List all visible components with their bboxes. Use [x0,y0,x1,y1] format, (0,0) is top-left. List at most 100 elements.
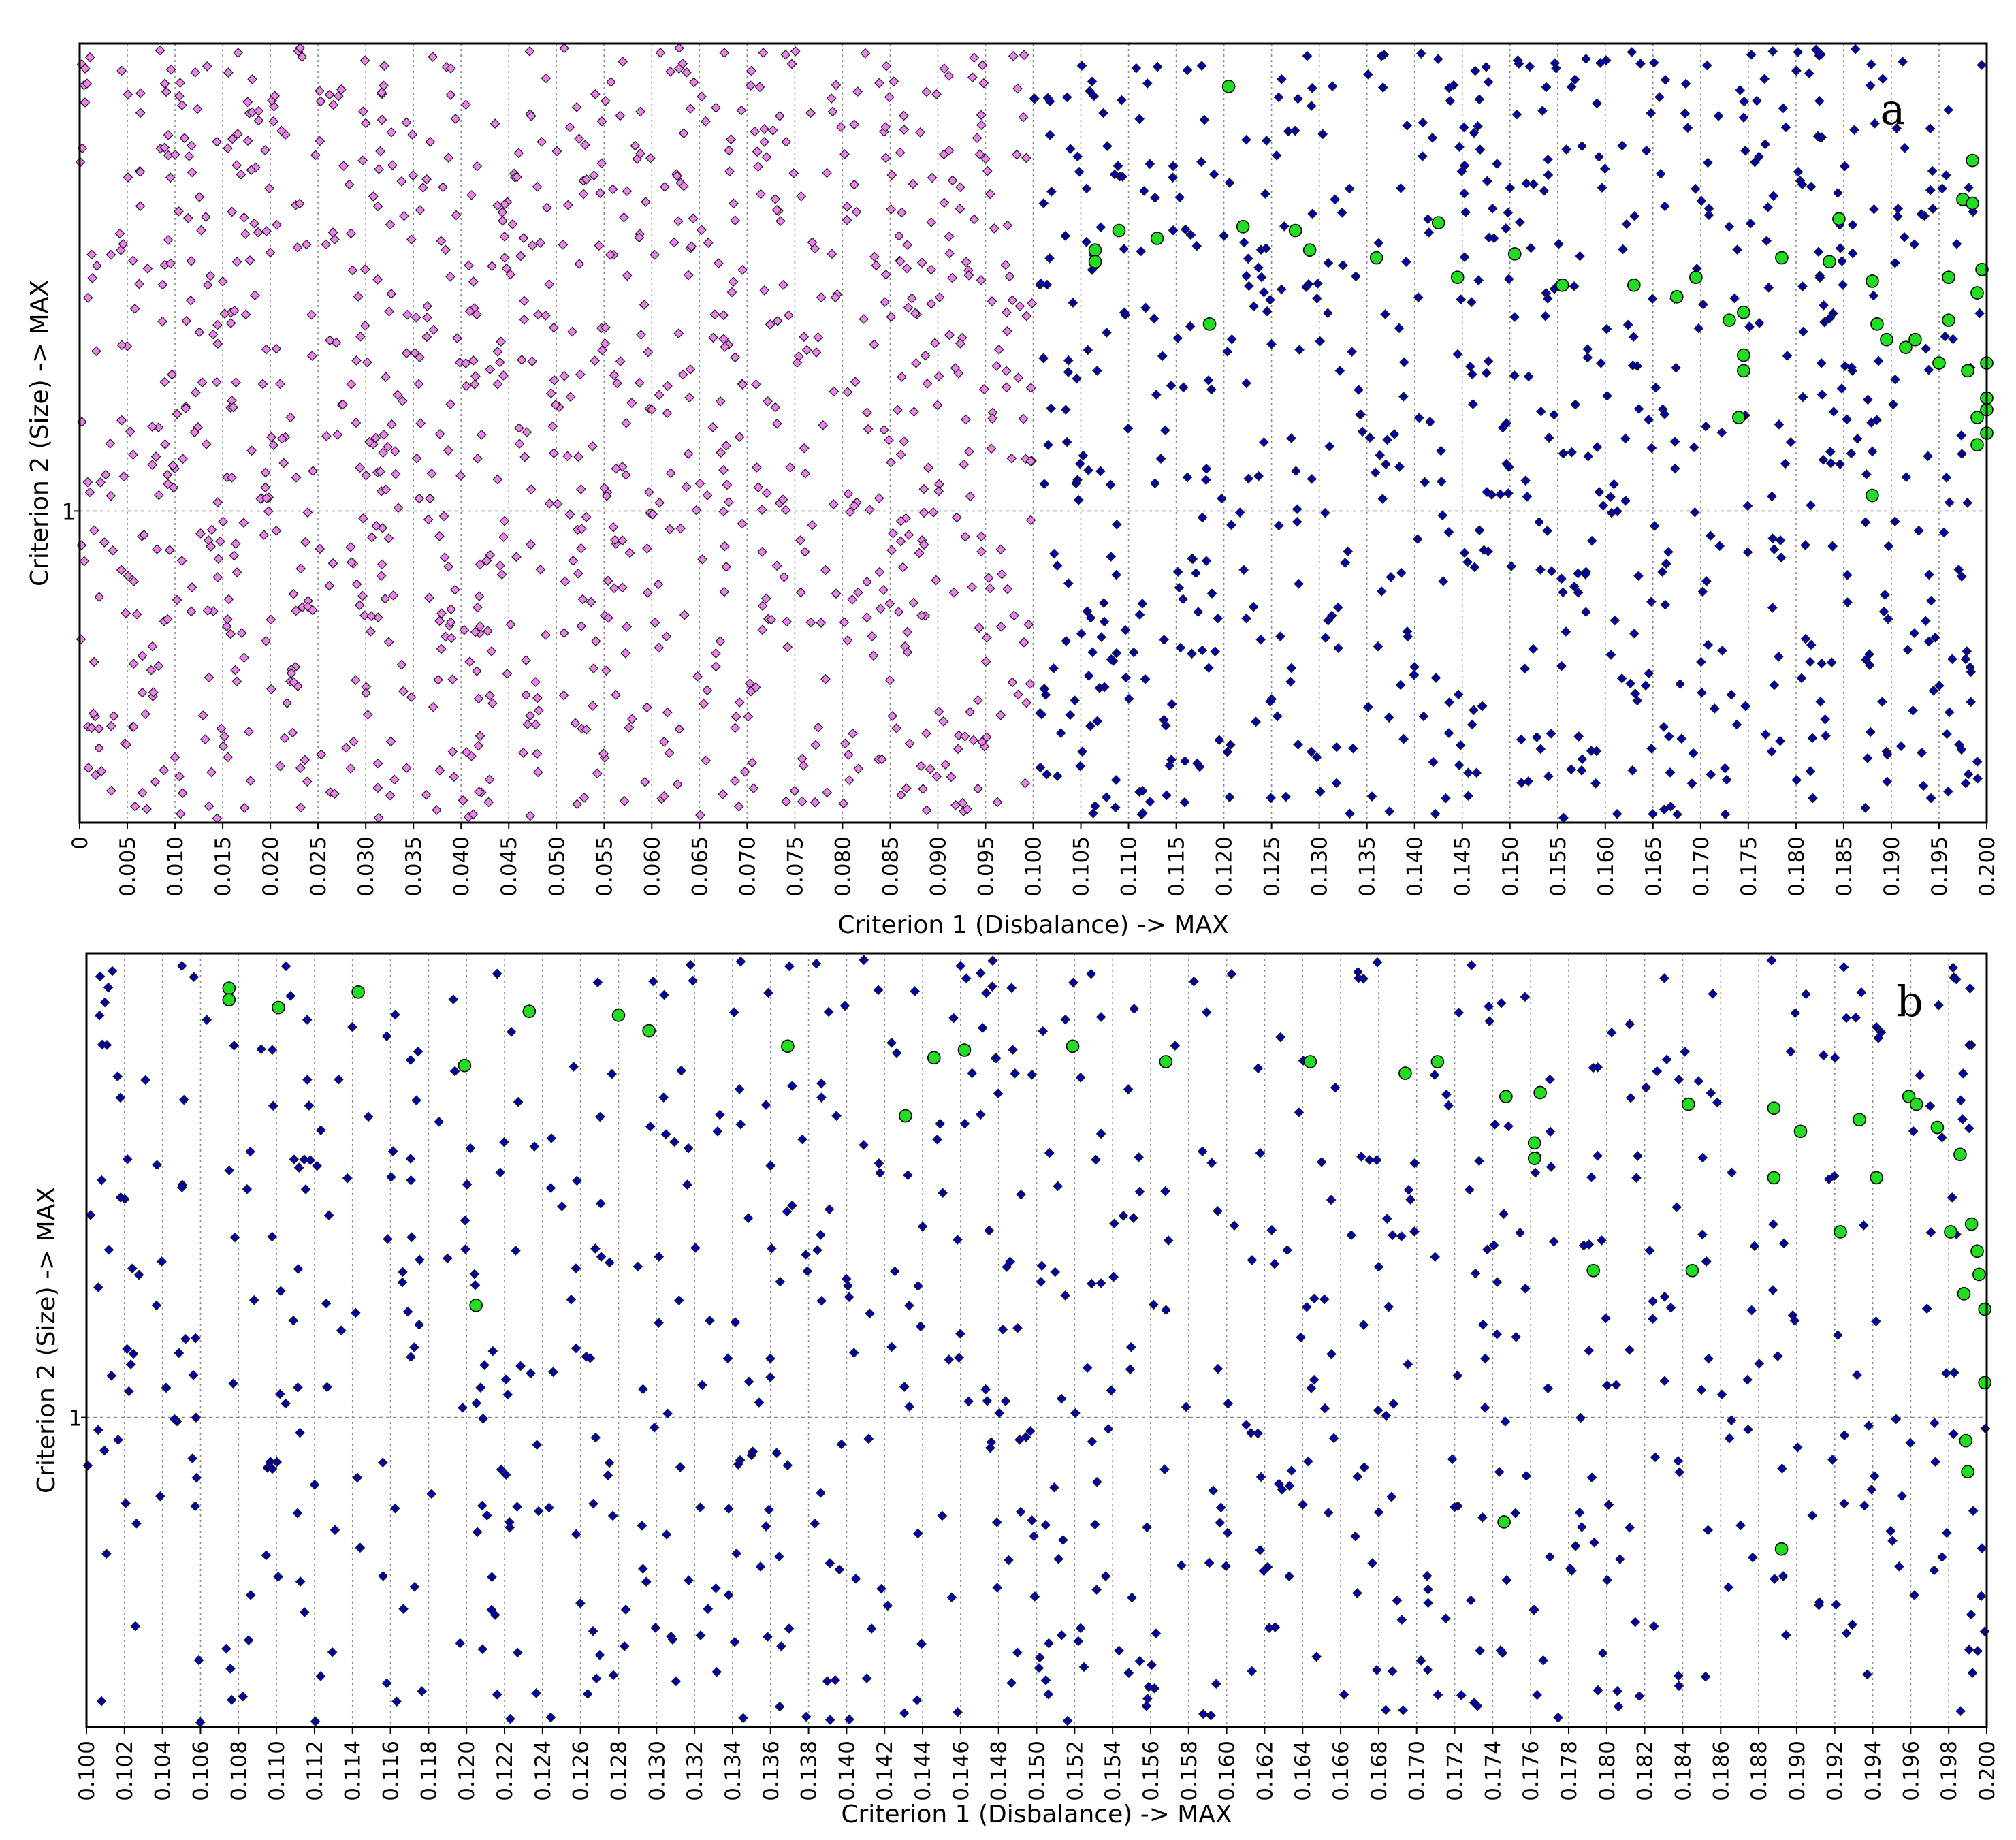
data-point [1949,972,1959,983]
data-point [414,493,425,504]
data-point [519,315,530,325]
data-point [1597,1648,1608,1659]
data-point [194,191,205,202]
data-point [410,347,420,358]
data-point [605,1257,615,1268]
data-point [162,614,173,624]
data-point [1150,193,1160,203]
data-point [889,76,899,86]
data-point [1459,548,1470,558]
data-point [976,531,987,542]
data-point [1806,639,1817,650]
data-point [1675,679,1685,689]
data-point [816,1295,827,1306]
data-point [511,552,522,562]
data-point [861,612,872,622]
data-point [1262,306,1273,317]
data-point [946,1592,957,1603]
data-point [1553,1712,1563,1723]
data-point [295,1576,306,1587]
data-point [659,182,670,192]
data-point [1957,449,1967,459]
pareto-point [1970,1244,1984,1258]
data-point [1137,785,1148,796]
data-point [701,755,711,766]
data-point [350,1307,361,1318]
data-point [108,711,119,721]
data-point [229,1232,240,1243]
data-point [1363,69,1373,80]
data-point [944,1354,955,1365]
data-point [620,1604,631,1615]
data-point [1916,209,1927,219]
data-point [417,1686,428,1696]
data-point [766,614,777,625]
data-point [946,772,957,782]
data-point [1286,1465,1297,1476]
data-point [754,82,765,93]
data-point [377,559,387,570]
data-point [953,730,964,741]
data-point [590,636,601,646]
data-point [475,731,485,742]
data-point [684,1575,694,1586]
data-point [1222,1527,1233,1538]
data-point [1774,419,1785,430]
data-point [1972,757,1983,767]
data-point [1302,1456,1313,1467]
x-tick-label: 0.136 [759,1741,784,1801]
data-point [1805,656,1815,667]
data-point [1382,434,1392,445]
data-point [1110,775,1121,785]
data-point [981,732,992,742]
pareto-point [1942,270,1955,285]
data-point [1323,615,1334,626]
data-point [751,379,761,390]
data-point [342,1173,353,1184]
data-point [1002,307,1012,318]
data-point [722,1353,733,1364]
data-point [863,1433,874,1444]
data-point [1700,1671,1711,1682]
pareto-point [1369,251,1383,265]
data-point [1648,1296,1659,1307]
data-point [1320,633,1331,643]
data-point [1659,1291,1670,1302]
data-point [1584,1346,1595,1356]
data-point [106,490,116,501]
data-point [1180,756,1190,767]
data-point [106,785,116,796]
data-point [611,463,622,474]
data-point [1920,616,1931,626]
data-point [954,1352,964,1363]
data-point [1817,389,1827,400]
data-point [1125,1364,1136,1375]
data-point [1353,967,1363,977]
data-point [1073,494,1084,505]
data-point [1197,1146,1208,1157]
data-point [1234,507,1245,518]
pareto-point [1964,1217,1979,1231]
data-point [1388,1230,1398,1241]
data-point [1842,570,1853,580]
data-point [1882,749,1893,760]
data-point [381,1031,392,1042]
data-point [1470,65,1481,76]
data-point [1049,548,1059,559]
data-point [1454,1007,1465,1018]
data-point [80,97,91,108]
data-point [891,1047,902,1058]
data-point [1334,366,1345,376]
pareto-point [1689,270,1703,285]
data-point [868,650,879,661]
x-tick-label: 0.095 [974,836,998,897]
data-point [1761,236,1772,246]
data-point [97,1039,108,1050]
data-point [1925,185,1936,195]
data-point [160,439,170,449]
data-point [703,238,714,248]
data-point [915,1321,926,1332]
data-point [1172,333,1183,344]
data-point [1456,1690,1467,1700]
data-point [1081,236,1091,247]
